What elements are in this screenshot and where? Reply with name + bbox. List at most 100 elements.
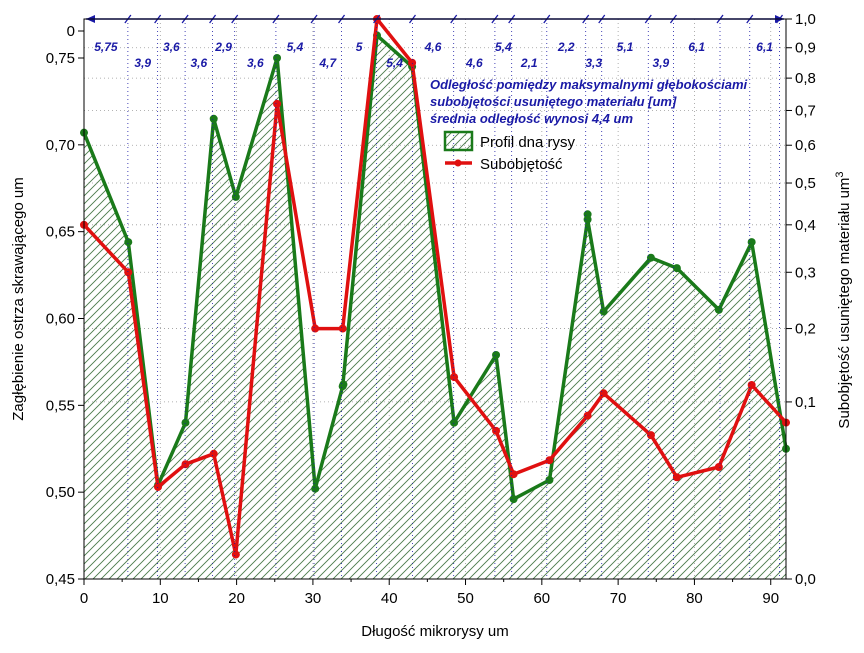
y-axis-label-right: Subobjętość usuniętego materiału um3 [834,171,853,428]
y-right-tick-label: 0,4 [795,217,816,234]
legend: Profil dna rysy Subobjętość [443,130,576,173]
y-right-tick-label: 0,2 [795,321,816,338]
series-layer [80,15,790,559]
y-right-tick-label: 0,1 [795,394,816,411]
y-right-tick-label: 0,0 [795,571,816,588]
subobjetosc-point [492,426,501,435]
profil-marker [583,210,592,219]
x-tick-label: 0 [80,590,88,607]
annotation-line-2: subobjętości usuniętego materiału [um] [430,94,677,109]
y-left-tick-label: 0,55 [46,397,75,414]
y-left-tick-label: 0,60 [46,311,75,328]
subobjetosc-point [231,550,240,559]
subobjetosc-point [154,482,163,491]
y-right-tick-label: 0,5 [795,175,816,192]
distance-label: 3,9 [653,56,670,70]
x-tick-label: 60 [533,590,550,607]
profil-area [84,35,786,579]
annotation-line-3: średnia odległość wynosi 4,4 um [430,111,633,126]
distance-label: 3,6 [163,40,180,54]
profil-point [450,418,459,427]
subobjetosc-point [599,389,608,398]
y-left-tick-label: 0,65 [46,224,75,241]
y-axis-label-left: Zagłębienie ostrza skrawającego um [10,177,27,420]
y-right-tick-label: 0,6 [795,137,816,154]
y-left-tick-label: 0,70 [46,137,75,154]
profil-point [646,253,655,262]
profil-point [599,307,608,316]
x-tick-label: 70 [610,590,627,607]
y-axis-label-right-sup: 3 [834,171,846,177]
area-layer [84,35,786,579]
subobjetosc-point [273,99,282,108]
subobjetosc-point [646,431,655,440]
legend-label-subobjetosc: Subobjętość [480,156,563,173]
subobjetosc-point [311,324,320,333]
distance-label: 6,1 [756,40,773,54]
profil-point [747,238,756,247]
distance-label: 4,6 [424,40,442,54]
annotation: Odległość pomiędzy maksymalnymi głębokoś… [430,77,748,126]
distance-label: 2,9 [214,40,232,54]
y-right-tick-label: 0,7 [795,102,816,119]
profil-line [82,33,788,501]
subobjetosc-point [714,463,723,471]
distance-label: 3,6 [247,56,264,70]
distance-label: 3,3 [585,56,602,70]
x-axis-label: Długość mikrorysy um [361,623,509,640]
profil-point [311,484,320,493]
x-tick-label: 80 [686,590,703,607]
profil-point [181,418,190,427]
profil-point [273,54,282,62]
y-axis-label-right-text: Subobjętość usuniętego materiału um [836,178,853,429]
subobjetosc-point [672,473,681,482]
profil-point [492,350,501,359]
subobjetosc-point [209,449,218,458]
x-tick-label: 40 [381,590,398,607]
legend-label-profil: Profil dna rysy [480,134,576,151]
distance-label: 2,2 [557,40,575,54]
distance-label: 5,75 [94,40,118,54]
profil-point [714,305,723,314]
subobjetosc-point [124,268,133,277]
y-left-tick-label: 0,45 [46,571,75,588]
y-left-tick-label: 0,50 [46,484,75,501]
x-tick-label: 10 [152,590,169,607]
subobjetosc-point [338,324,347,333]
x-tick-label: 30 [305,590,322,607]
profil-point [672,264,681,273]
subobjetosc-point [545,456,554,465]
profil-point [124,238,133,247]
distance-label: 5 [356,40,363,54]
distance-label: 6,1 [688,40,705,54]
y-left-tick-label: 0,75 [46,50,75,67]
distance-label: 2,1 [520,56,538,70]
profil-point [545,476,554,485]
distance-label: 3,6 [190,56,207,70]
y-right-tick-label: 1,0 [795,11,816,28]
y-right-tick-label: 0,3 [795,264,816,281]
profil-point [509,495,518,504]
legend-swatch-profil [443,130,474,152]
subobjetosc-point [408,58,417,67]
axes-layer: 0 10 20 30 40 50 60 70 80 900,450,500,550,600,650… [46,11,816,607]
subobjetosc-point [450,373,459,382]
y-right-tick-label: 0,8 [795,70,816,87]
profil-point [231,192,240,201]
distance-label: 4,7 [318,56,337,70]
distance-label: 5,4 [287,40,304,54]
distance-label: 5,1 [617,40,634,54]
x-tick-label: 20 [228,590,245,607]
profil-point [209,114,218,123]
distance-label: 5,4 [495,40,512,54]
y-right-tick-label: 0,9 [795,40,816,57]
y-left-tick-label: 0 [67,23,75,40]
subobjetosc-line [82,17,788,557]
distance-label: 4,6 [465,56,483,70]
distance-label: 5,4 [386,56,403,70]
distance-label: 3,9 [134,56,151,70]
legend-marker-subobjetosc [454,159,462,167]
plot-frame [83,18,787,580]
subobjetosc-point [181,460,190,469]
